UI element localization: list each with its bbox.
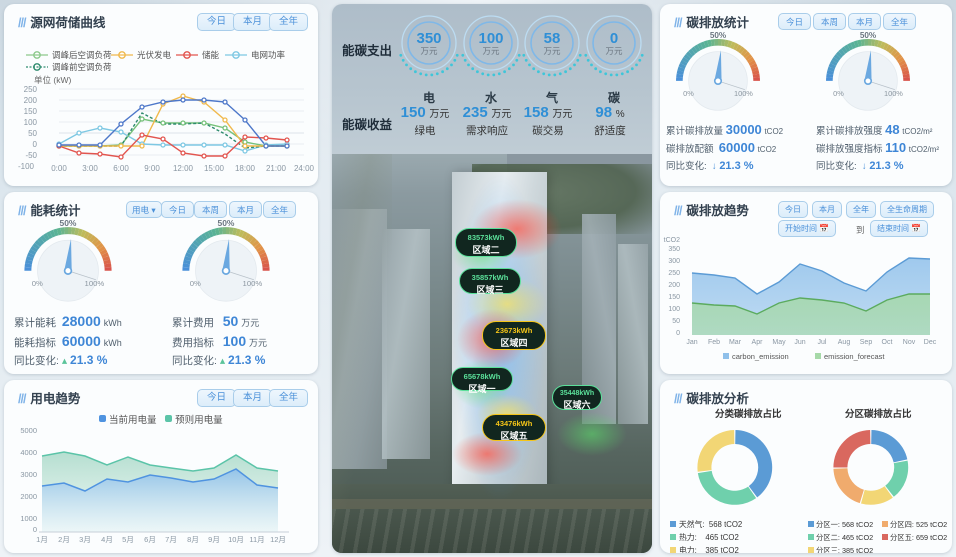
svg-text:5000: 5000 [20, 426, 37, 435]
svg-text:100%: 100% [243, 279, 263, 288]
svg-text:0%: 0% [190, 279, 201, 288]
svg-text:50%: 50% [860, 31, 877, 40]
svg-text:5月: 5月 [122, 535, 134, 544]
svg-text:350: 350 [416, 30, 441, 47]
svg-text:电网功率: 电网功率 [251, 50, 286, 60]
svg-text:50%: 50% [218, 218, 235, 228]
svg-text:250: 250 [668, 270, 680, 277]
svg-text:1000: 1000 [20, 514, 37, 523]
svg-text:调峰后空调负荷: 调峰后空调负荷 [52, 50, 112, 60]
svg-text:万元: 万元 [605, 46, 623, 56]
svg-text:2月: 2月 [58, 535, 70, 544]
svg-text:1月: 1月 [36, 535, 48, 544]
svg-text:万元: 万元 [420, 46, 438, 56]
svg-text:150: 150 [668, 294, 680, 301]
svg-text:4月: 4月 [101, 535, 113, 544]
svg-text:0%: 0% [32, 279, 43, 288]
svg-text:100: 100 [668, 306, 680, 313]
svg-text:50%: 50% [60, 218, 77, 228]
svg-text:0: 0 [676, 330, 680, 337]
svg-text:万元: 万元 [482, 46, 500, 56]
svg-text:emission_forecast: emission_forecast [824, 352, 885, 361]
svg-text:Apr: Apr [752, 339, 764, 346]
svg-text:8月: 8月 [187, 535, 199, 544]
svg-text:100: 100 [24, 118, 38, 127]
svg-text:Sep: Sep [860, 339, 873, 346]
svg-text:50: 50 [672, 318, 680, 325]
svg-text:21:00: 21:00 [266, 164, 287, 173]
svg-text:Dec: Dec [924, 339, 937, 346]
svg-text:0: 0 [610, 30, 618, 47]
svg-text:Aug: Aug [838, 339, 851, 346]
svg-text:万元: 万元 [543, 46, 561, 56]
svg-text:18:00: 18:00 [235, 164, 256, 173]
svg-text:50: 50 [28, 129, 37, 138]
svg-text:Jun: Jun [794, 339, 805, 346]
svg-text:12:00: 12:00 [173, 164, 194, 173]
svg-text:2000: 2000 [20, 492, 37, 501]
svg-text:单位 (kW): 单位 (kW) [34, 75, 71, 85]
svg-text:24:00: 24:00 [294, 164, 315, 173]
svg-text:100%: 100% [85, 279, 105, 288]
svg-text:12月: 12月 [270, 535, 286, 544]
svg-text:150: 150 [24, 107, 38, 116]
svg-text:100%: 100% [884, 89, 903, 98]
svg-text:光伏发电: 光伏发电 [137, 50, 172, 60]
svg-text:tCO2: tCO2 [664, 237, 680, 244]
svg-text:100: 100 [478, 30, 503, 47]
svg-text:-100: -100 [18, 162, 35, 171]
svg-text:Feb: Feb [708, 339, 720, 346]
svg-text:250: 250 [24, 85, 38, 94]
svg-text:350: 350 [668, 246, 680, 253]
svg-text:10月: 10月 [228, 535, 244, 544]
svg-text:0:00: 0:00 [51, 164, 67, 173]
svg-text:7月: 7月 [165, 535, 177, 544]
svg-text:200: 200 [24, 96, 38, 105]
svg-text:50%: 50% [710, 31, 727, 40]
svg-text:200: 200 [668, 282, 680, 289]
svg-text:3月: 3月 [79, 535, 91, 544]
svg-text:carbon_emission: carbon_emission [732, 352, 789, 361]
svg-text:-50: -50 [25, 151, 37, 160]
svg-text:Oct: Oct [882, 339, 893, 346]
svg-text:Mar: Mar [729, 339, 742, 346]
svg-text:Jul: Jul [818, 339, 827, 346]
svg-text:调峰前空调负荷: 调峰前空调负荷 [52, 62, 112, 72]
svg-text:May: May [772, 339, 786, 346]
svg-text:0%: 0% [833, 89, 844, 98]
svg-text:9月: 9月 [208, 535, 220, 544]
svg-text:0%: 0% [683, 89, 694, 98]
svg-text:11月: 11月 [249, 535, 264, 544]
svg-text:6月: 6月 [144, 535, 156, 544]
svg-text:储能: 储能 [202, 50, 220, 60]
svg-text:100%: 100% [734, 89, 753, 98]
svg-text:6:00: 6:00 [113, 164, 129, 173]
svg-text:3:00: 3:00 [82, 164, 98, 173]
svg-text:58: 58 [544, 30, 561, 47]
svg-text:4000: 4000 [20, 448, 37, 457]
svg-text:0: 0 [33, 525, 37, 534]
svg-text:9:00: 9:00 [144, 164, 160, 173]
svg-text:0: 0 [33, 140, 38, 149]
svg-text:Jan: Jan [686, 339, 697, 346]
svg-text:3000: 3000 [20, 470, 37, 479]
svg-text:15:00: 15:00 [204, 164, 225, 173]
svg-text:300: 300 [668, 258, 680, 265]
svg-text:Nov: Nov [903, 339, 916, 346]
